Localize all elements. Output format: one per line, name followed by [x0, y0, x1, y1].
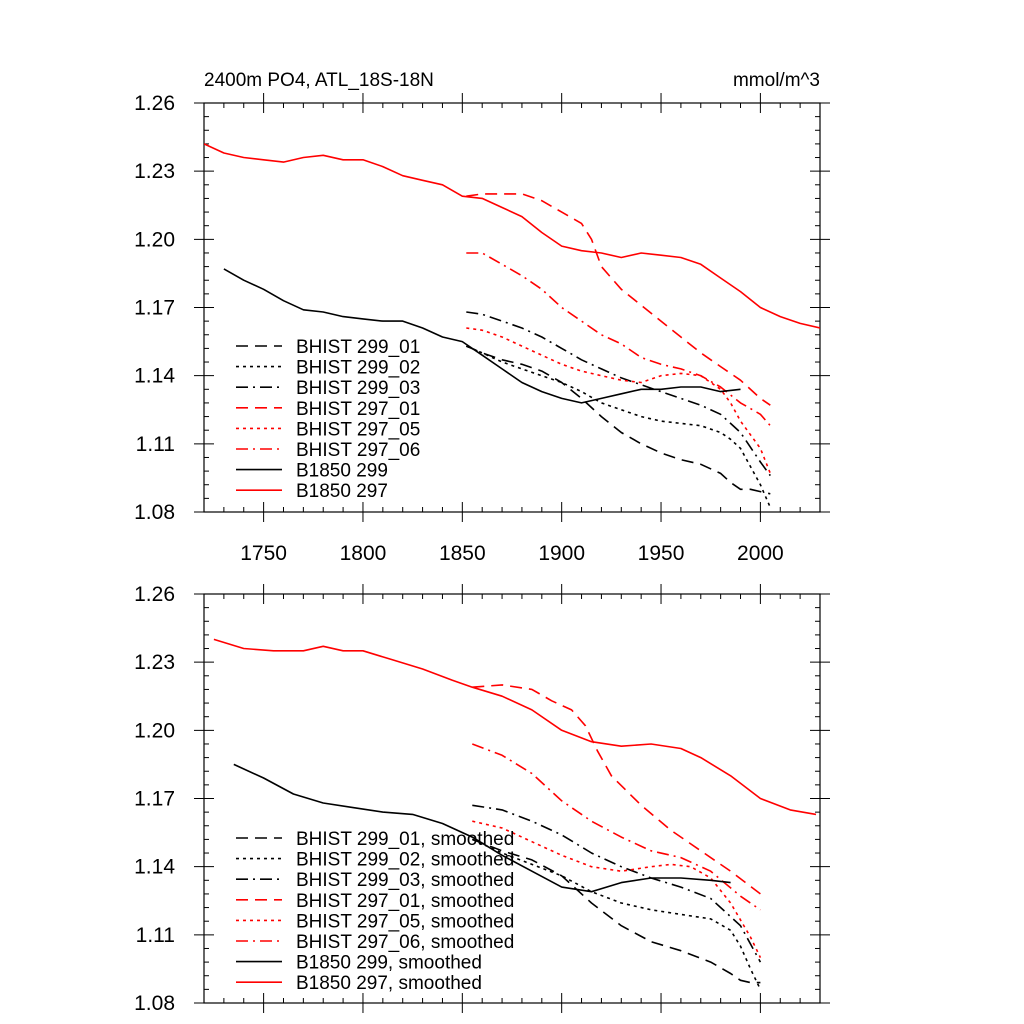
x-tick-label: 1800 [340, 542, 387, 565]
y-tick-label: 1.08 [134, 501, 175, 524]
series-line [466, 327, 772, 474]
y-tick-label: 1.20 [134, 719, 175, 742]
series-line [471, 838, 762, 990]
legend-label: BHIST 297_05 [296, 419, 420, 440]
legend-label: B1850 297, smoothed [296, 973, 482, 994]
y-tick-label: 1.26 [134, 92, 175, 115]
x-tick-label: 1850 [439, 542, 486, 565]
legend-label: BHIST 299_03, smoothed [296, 870, 514, 891]
y-tick-label: 1.26 [134, 583, 175, 606]
series-group [204, 143, 820, 508]
series-line [472, 684, 761, 895]
legend-label: BHIST 299_02, smoothed [296, 850, 514, 871]
series-line [472, 743, 761, 911]
x-tick-label: 1950 [638, 542, 685, 565]
y-tick-label: 1.14 [134, 365, 175, 388]
series-line [472, 820, 762, 958]
y-tick-label: 1.11 [136, 924, 175, 947]
legend-label: BHIST 299_02 [296, 358, 420, 379]
series-line [204, 143, 820, 329]
legend-label: B1850 299 [296, 461, 388, 482]
series-line [472, 804, 762, 963]
top-panel: 2400m PO4, ATL_18S-18N mmol/m^3 1750 1800… [134, 70, 830, 565]
series-line [466, 311, 771, 477]
legend-label: B1850 299, smoothed [296, 953, 482, 974]
legend-label: BHIST 299_01 [296, 337, 420, 358]
legend-label: B1850 297 [296, 481, 388, 502]
x-tick-label: 2000 [737, 542, 784, 565]
y-tick-label: 1.23 [134, 651, 175, 674]
legend-label: BHIST 297_01, smoothed [296, 891, 514, 912]
series-group [213, 638, 817, 990]
y-tick-label: 1.17 [134, 788, 175, 811]
y-tick-label: 1.11 [136, 433, 175, 456]
units-label: mmol/m^3 [733, 70, 820, 91]
y-tick-label: 1.20 [134, 228, 175, 251]
y-tick-label: 1.14 [134, 856, 175, 879]
bottom-panel: 1.08 1.11 1.14 1.17 1.20 1.23 1.26 BHIST 299_01… [134, 583, 830, 1015]
x-tick-label: 1900 [538, 542, 585, 565]
legend-label: BHIST 299_01, smoothed [296, 829, 514, 850]
legend-label: BHIST 297_05, smoothed [296, 911, 514, 932]
series-line [466, 193, 771, 406]
legend-label: BHIST 297_06 [296, 440, 420, 461]
series-line [465, 345, 771, 495]
chart-title: 2400m PO4, ATL_18S-18N [204, 70, 434, 91]
series-line [472, 838, 761, 984]
y-tick-label: 1.08 [134, 992, 175, 1015]
series-line [465, 345, 772, 508]
y-tick-label: 1.17 [134, 297, 175, 320]
series-line [213, 638, 817, 816]
legend-label: BHIST 299_03 [296, 378, 420, 399]
series-line [223, 268, 741, 404]
series-line [233, 763, 731, 893]
x-tick-label: 1750 [240, 542, 287, 565]
legend-label: BHIST 297_01 [296, 399, 420, 420]
legend-label: BHIST 297_06, smoothed [296, 932, 514, 953]
series-line [466, 252, 771, 427]
y-tick-label: 1.23 [134, 160, 175, 183]
